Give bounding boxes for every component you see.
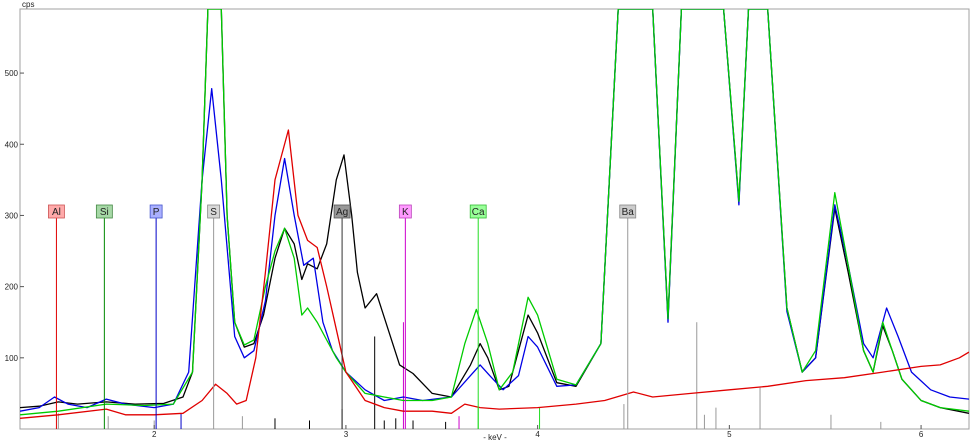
spectrum-series [20, 9, 969, 419]
y-tick-label: 400 [5, 140, 19, 149]
element-marker-label: P [153, 207, 160, 218]
element-marker-k: K [398, 204, 412, 429]
x-tick-label: 2 [152, 430, 157, 439]
element-marker-label: Ca [472, 207, 485, 218]
series-line-4 [20, 129, 969, 419]
element-marker-box [95, 204, 113, 219]
element-marker-box [149, 204, 163, 219]
y-tick-label: 100 [5, 354, 19, 363]
element-marker-ca: Ca [469, 204, 487, 429]
element-marker-label: S [210, 207, 217, 218]
element-markers: Al Si P S Ag K Ca Ba [48, 204, 637, 429]
element-marker-p: P [149, 204, 163, 429]
element-marker-box [48, 204, 65, 219]
y-tick-label: 300 [5, 211, 19, 220]
element-marker-box [619, 204, 637, 219]
element-marker-si: Si [95, 204, 113, 429]
element-marker-label: Ag [336, 207, 348, 218]
element-marker-label: Al [52, 207, 61, 218]
element-marker-box [469, 204, 487, 219]
x-tick-label: 3 [344, 430, 349, 439]
element-marker-s: S [207, 204, 221, 429]
y-axis-label: cps [22, 0, 34, 9]
y-tick-label: 500 [5, 69, 19, 78]
element-marker-ag: Ag [333, 204, 351, 429]
axis-ticks: 100 200 300 400 500 2 3 4 5 6 [5, 69, 924, 439]
element-marker-box [398, 204, 412, 219]
element-marker-box [207, 204, 221, 219]
plot-area [19, 8, 970, 430]
x-tick-label: 4 [535, 430, 540, 439]
x-tick-label: 6 [919, 430, 924, 439]
element-marker-ba: Ba [619, 204, 637, 429]
element-marker-label: Si [100, 207, 109, 218]
element-marker-al: Al [48, 204, 65, 429]
element-marker-label: K [402, 207, 409, 218]
x-axis-label: - keV - [483, 433, 507, 442]
element-marker-label: Ba [622, 207, 635, 218]
element-marker-box [333, 204, 351, 219]
x-tick-label: 5 [727, 430, 732, 439]
series-line-3 [20, 9, 969, 416]
y-tick-label: 200 [5, 283, 19, 292]
